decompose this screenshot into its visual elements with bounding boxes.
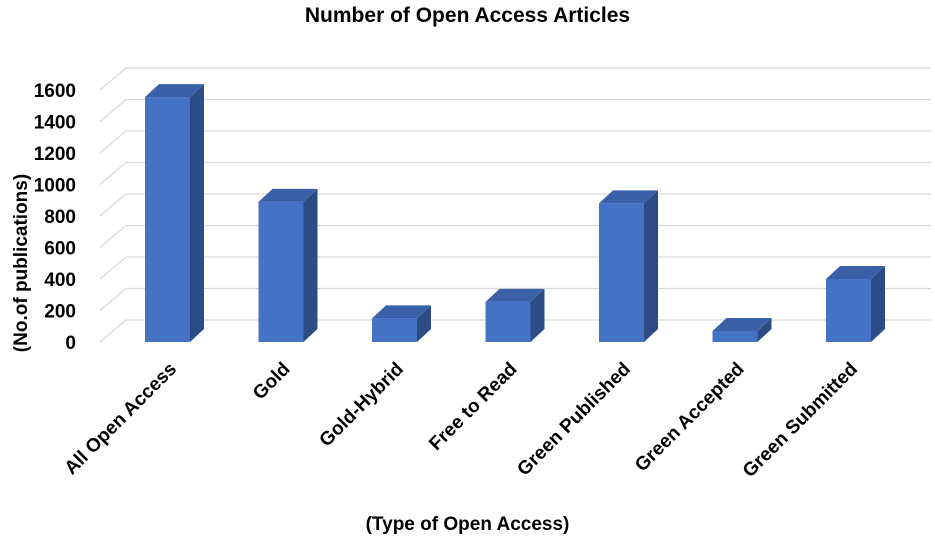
bars [145, 84, 885, 343]
bar-top-7 [826, 266, 885, 279]
x-tick-label-3: Gold-Hybrid [316, 359, 408, 451]
bar-top-1 [145, 84, 204, 98]
bar-4 [485, 288, 545, 342]
bar-side-3 [417, 305, 431, 342]
x-tick-label-6: Green Accepted [631, 359, 748, 476]
x-tick-label-2: Gold [249, 359, 294, 404]
bar-1 [145, 84, 204, 343]
bar-side-2 [303, 188, 318, 342]
bar-side-5 [644, 190, 658, 342]
gridline-1000 [99, 161, 931, 185]
gridline-0 [99, 319, 931, 343]
y-tick-label-1400: 1400 [34, 113, 76, 134]
bar-2 [258, 188, 318, 342]
y-tick-label-800: 800 [44, 207, 76, 228]
x-tick-label-5: Green Published [513, 359, 635, 481]
bar-front-6 [712, 330, 758, 342]
bar-top-6 [712, 317, 772, 331]
bar-top-5 [599, 190, 658, 204]
bar-5 [599, 190, 658, 342]
bar-top-3 [372, 305, 431, 319]
y-tick-label-200: 200 [44, 302, 76, 323]
bar-front-2 [258, 201, 304, 342]
bar-front-3 [372, 318, 417, 342]
bar-6 [712, 317, 772, 342]
bar-front-5 [599, 203, 644, 342]
bar-front-4 [485, 301, 531, 342]
y-tick-label-400: 400 [44, 270, 76, 291]
gridline-600 [99, 224, 931, 248]
x-tick-label-1: All Open Access [61, 359, 181, 479]
bar-3 [372, 305, 431, 342]
gridline-800 [99, 193, 931, 217]
gridline-200 [99, 287, 931, 311]
y-tick-label-600: 600 [44, 239, 76, 260]
bar-side-7 [871, 266, 885, 342]
bar-side-6 [757, 317, 772, 342]
bar-top-4 [485, 288, 545, 302]
y-tick-label-1200: 1200 [34, 144, 76, 165]
x-tick-label-4: Free to Read [425, 359, 521, 455]
gridline-1400 [99, 98, 931, 122]
gridline-1600 [99, 67, 931, 91]
x-axis-ticks: All Open Access Gold Gold-Hybrid Free to Re… [61, 359, 862, 482]
x-tick-label-7: Green Submitted [739, 359, 862, 482]
y-tick-label-1600: 1600 [34, 81, 76, 102]
gridlines [99, 67, 931, 343]
gridline-1200 [99, 130, 931, 154]
bar-front-7 [826, 279, 871, 342]
bar-side-1 [190, 84, 204, 343]
bar-7 [826, 266, 885, 342]
y-tick-label-1000: 1000 [34, 176, 76, 197]
chart-title: Number of Open Access Articles [304, 4, 631, 27]
gridline-400 [99, 256, 931, 280]
x-axis-title: (Type of Open Access) [365, 514, 570, 535]
y-tick-label-0: 0 [65, 333, 76, 354]
bar-front-1 [145, 97, 190, 343]
bar-top-2 [258, 188, 318, 202]
y-axis-ticks: 0 200 400 600 800 1000 1200 1400 1600 [34, 81, 76, 354]
bar-side-4 [530, 288, 545, 342]
